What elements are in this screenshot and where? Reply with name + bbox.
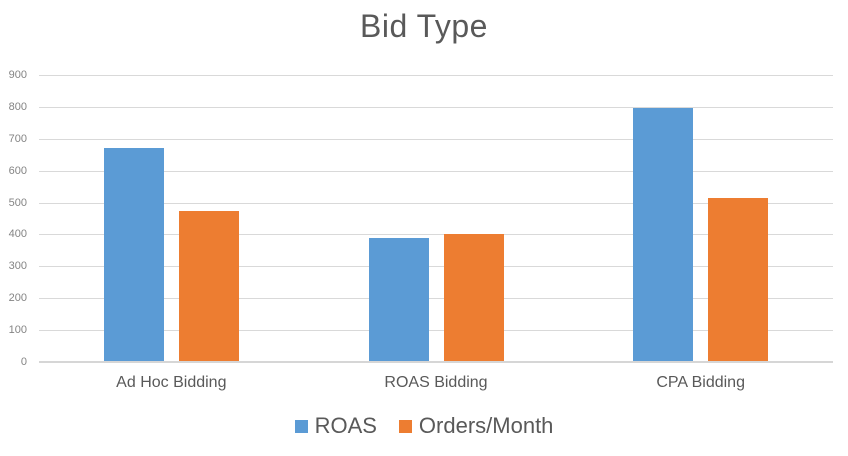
x-axis-line xyxy=(39,361,833,363)
gridline xyxy=(39,202,833,204)
gridline xyxy=(39,330,833,332)
y-tick-label: 800 xyxy=(8,100,27,113)
y-tick-label: 200 xyxy=(8,292,27,305)
bar-orders-month-roas-bidding xyxy=(443,234,504,362)
x-axis-label: ROAS Bidding xyxy=(384,374,488,391)
y-tick-label: 600 xyxy=(8,164,27,177)
legend: ROAS Orders/Month xyxy=(0,413,848,439)
y-tick-label: 400 xyxy=(8,228,27,241)
y-tick-label: 0 xyxy=(20,356,27,368)
y-tick-label: 700 xyxy=(8,132,27,145)
bar-orders-month-ad-hoc-bidding xyxy=(178,210,239,362)
y-tick-label: 900 xyxy=(8,69,27,81)
legend-item-roas: ROAS xyxy=(294,413,377,439)
bar-roas-cpa-bidding xyxy=(633,108,694,362)
bar-orders-month-cpa-bidding xyxy=(708,197,769,362)
gridline xyxy=(39,170,833,172)
y-tick-label: 300 xyxy=(8,260,27,273)
x-axis-label: CPA Bidding xyxy=(656,374,745,391)
plot-area xyxy=(39,75,833,363)
legend-item-orders: Orders/Month xyxy=(398,413,554,439)
gridline xyxy=(39,234,833,236)
chart-title: Bid Type xyxy=(360,8,488,44)
gridline xyxy=(39,298,833,300)
legend-label-roas: ROAS xyxy=(314,413,377,438)
legend-label-orders: Orders/Month xyxy=(418,413,554,438)
gridline xyxy=(39,266,833,268)
gridline xyxy=(39,138,833,140)
gridline xyxy=(39,75,833,76)
bar-roas-ad-hoc-bidding xyxy=(103,148,164,362)
y-tick-label: 100 xyxy=(8,324,27,337)
legend-swatch-roas xyxy=(294,419,308,433)
y-tick-label: 500 xyxy=(8,196,27,209)
x-axis-label: Ad Hoc Bidding xyxy=(116,374,227,391)
bar-roas-roas-bidding xyxy=(368,237,429,362)
gridline xyxy=(39,106,833,108)
legend-swatch-orders xyxy=(398,419,412,433)
